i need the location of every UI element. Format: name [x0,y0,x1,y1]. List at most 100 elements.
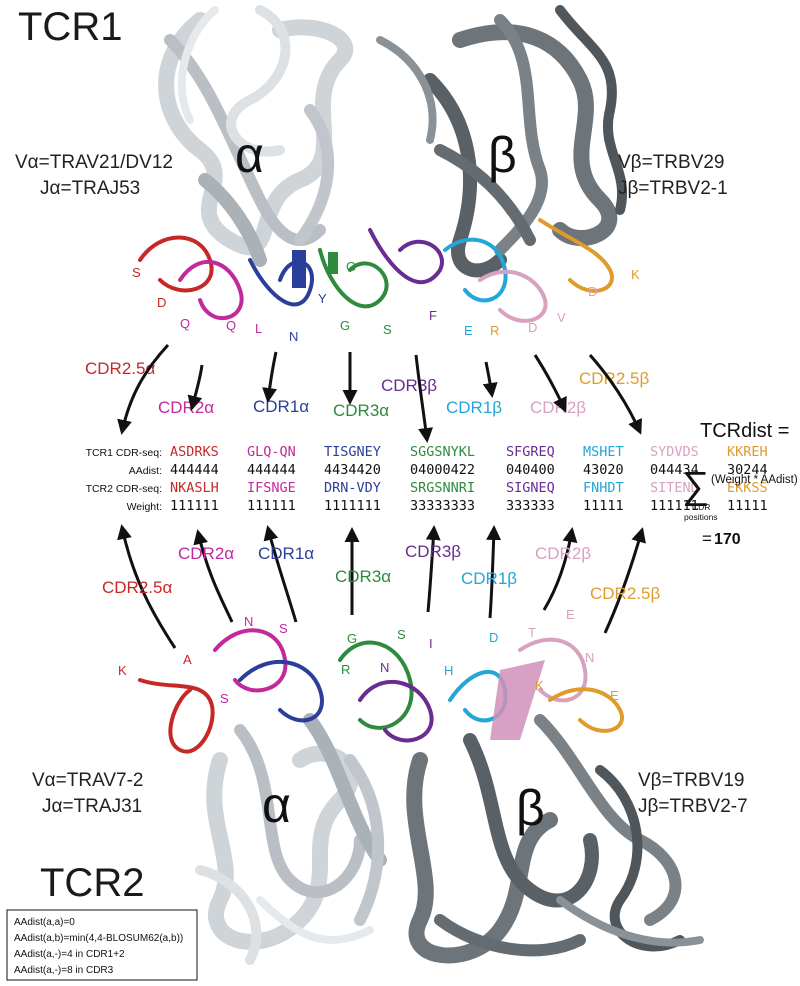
bottom-cdr-label: CDR2.5α [102,578,172,597]
tcr1-residue: D [157,295,166,310]
legend-line: AAdist(a,b)=min(4,4-BLOSUM62(a,b)) [14,933,183,944]
tcr1-alpha-label: α [235,127,264,183]
tcr1-cdr1a-helix [292,250,306,288]
weight-cdr2b: 111111 [650,498,699,514]
top-cdr-label: CDR2β [530,398,586,417]
bottom-arrows [117,524,646,649]
bottom-cdr-label: CDR2α [178,544,234,563]
tcr1-residue: R [490,323,499,338]
top-arrow [414,354,434,443]
tcr1-seq-cdr1b: MSHET [583,444,624,460]
tcr1-residue: K [631,267,640,282]
top-arrow [117,343,170,435]
top-arrow [187,364,204,411]
formula-subscript-cdr: CDR [692,502,710,512]
tcr2-cdr2b-strand [490,660,545,740]
bottom-cdr-label: CDR2β [535,544,591,563]
tcr1-seq-cdr3a: SGGSNYKL [410,444,475,460]
legend-line: AAdist(a,a)=0 [14,917,75,928]
row-label-aadist: AAdist: [129,465,162,477]
tcr2-residue: A [183,652,192,667]
tcr1-seq-cdr3b: SFGREQ [506,444,555,460]
tcr1-residue: G [340,318,350,333]
aadist-cdr2a: 444444 [247,462,296,478]
tcr1-v-alpha: Vα=TRAV21/DV12 [15,152,173,173]
tcr2-residue: N [380,660,389,675]
sequence-table: TCR1 CDR-seq: AAdist: TCR2 CDR-seq: Weig… [86,444,768,514]
tcr1-residue-labels: S D Q Q L N Y G G S F E R D V D K [132,259,640,344]
legend-line: AAdist(a,-)=4 in CDR1+2 [14,949,125,960]
aadist-cdr1a: 4434420 [324,462,381,478]
tcr1-cdr3a-helix [328,252,338,274]
formula-subscript-positions: positions [684,512,718,522]
tcr1-residue: Q [180,316,190,331]
tcr1-residue: S [383,322,392,337]
top-cdr-label: CDR2α [158,398,214,417]
legend-box [6,909,198,981]
tcr1-residue: S [132,265,141,280]
legend-line: AAdist(a,-)=8 in CDR3 [14,965,114,976]
bottom-arrow [263,525,298,623]
tcr2-alpha-label: α [262,777,291,833]
bottom-cdr-label: CDR3β [405,542,461,561]
top-cdr-label: CDR3α [333,401,389,420]
formula-result: 170 [714,531,741,548]
bottom-arrow [603,527,646,634]
tcr2-residue: E [610,688,619,703]
top-cdr-label: CDR3β [381,376,437,395]
tcr1-residue: D [528,320,537,335]
bottom-arrow [486,525,502,619]
top-arrows [117,343,642,443]
tcr2-j-beta: Jβ=TRBV2-7 [638,796,748,817]
weight-cdr25a: 111111 [170,498,219,514]
tcr2-seq-cdr25b: EKKSS [727,480,768,496]
tcr2-residue: E [566,607,575,622]
tcr2-v-alpha: Vα=TRAV7-2 [32,770,143,791]
top-cdr-label: CDR2.5α [85,359,155,378]
bottom-cdr-labels: CDR2.5α CDR2α CDR1α CDR3α CDR3β CDR1β CD… [102,542,660,603]
top-cdr-label: CDR2.5β [579,369,649,388]
formula-term: (Weight * AAdist) [711,474,798,486]
tcr2-seq-cdr1b: FNHDT [583,480,624,496]
top-cdr-labels: CDR2.5α CDR2α CDR1α CDR3α CDR3β CDR1β CD… [85,359,649,420]
tcr1-seq-cdr1a: TISGNEY [324,444,381,460]
tcr1-residue: F [429,308,437,323]
tcr2-beta-label: β [516,780,545,836]
top-cdr-label: CDR1β [446,398,502,417]
bottom-cdr-label: CDR1α [258,544,314,563]
tcr1-residue: V [557,310,566,325]
tcr2-residue: G [347,631,357,646]
tcr2-seq-cdr3b: SIGNEQ [506,480,555,496]
tcr2-residue: K [118,663,127,678]
tcr2-beta-ribbon [406,714,704,964]
weight-cdr1a: 1111111 [324,498,381,514]
tcr2-v-beta: Vβ=TRBV19 [638,770,745,791]
weight-cdr3a: 33333333 [410,498,475,514]
top-arrow [533,354,567,413]
tcr1-alpha-ribbon [158,5,354,267]
tcr1-residue: L [255,321,262,336]
tcr2-residue: S [397,627,406,642]
tcr2-seq-cdr1a: DRN-VDY [324,480,381,496]
tcrdist-formula: TCRdist = ∑ (Weight * AAdist) CDR positi… [682,420,798,548]
formula-sigma: ∑ [682,465,709,507]
row-label-weight: Weight: [127,501,162,513]
tcr2-residue: D [489,630,498,645]
aadist-cdr25a: 444444 [170,462,219,478]
bottom-arrow [193,529,234,623]
tcr2-seq-cdr25a: NKASLH [170,480,219,496]
bottom-cdr-label: CDR1β [461,569,517,588]
bottom-arrow [542,527,578,611]
tcr1-seq-cdr2b: SYDVDS [650,444,699,460]
tcr2-seq-cdr2b: SITEND [650,480,699,496]
top-arrow [482,361,498,398]
top-arrow [262,351,278,403]
aadist-legend: AAdist(a,a)=0 AAdist(a,b)=min(4,4-BLOSUM… [6,909,198,981]
tcr1-residue: Y [318,291,327,306]
tcr1-cdr-loops [138,218,614,323]
tcr1-residue: E [464,323,473,338]
tcr2-residue: N [585,650,594,665]
weight-cdr2a: 111111 [247,498,296,514]
weight-cdr1b: 11111 [583,498,624,514]
